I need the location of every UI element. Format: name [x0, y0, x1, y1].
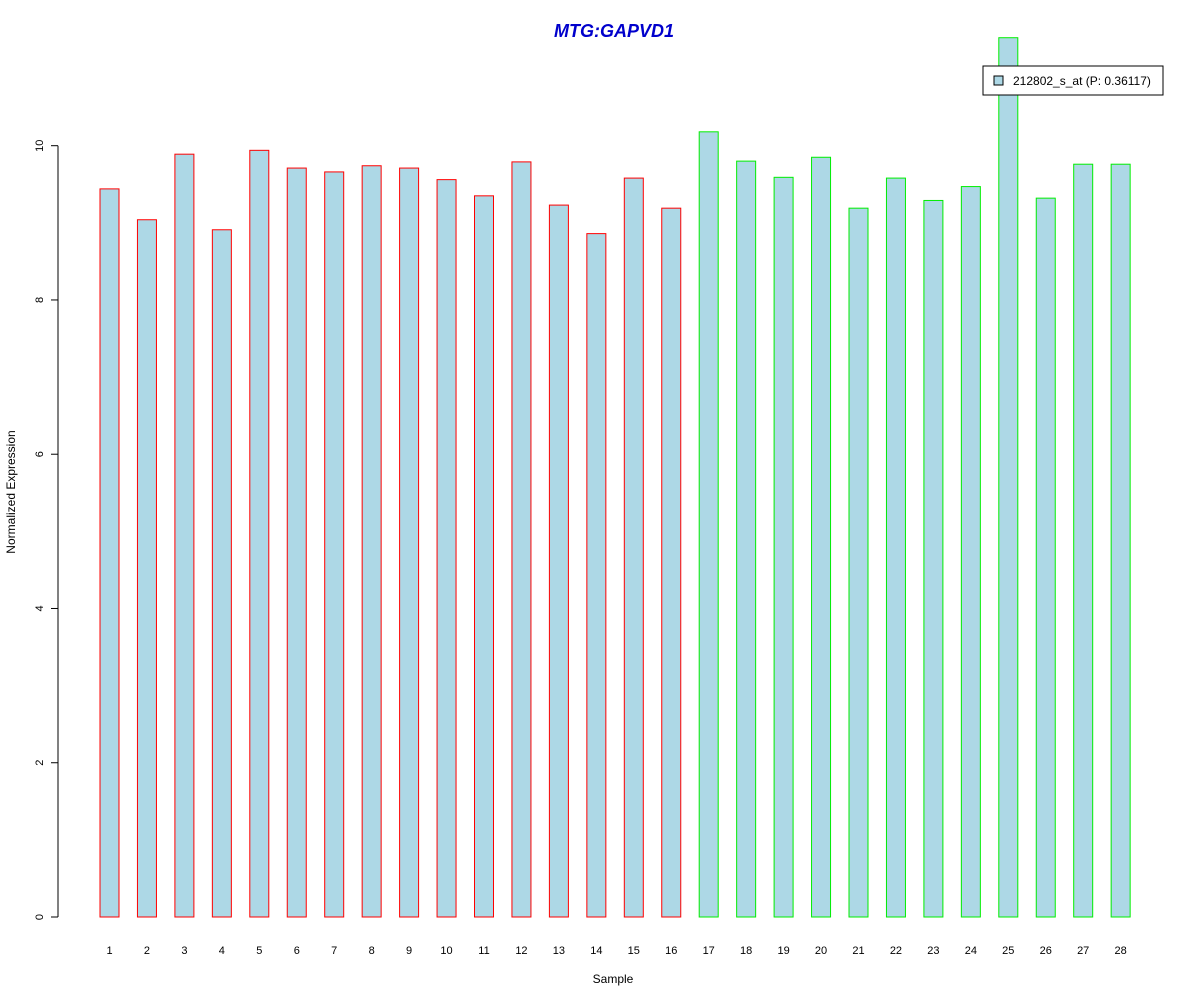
x-tick-label: 16	[665, 945, 677, 957]
x-axis-tick-labels: 1 2 3 4 5 6 7 8 9 10 11 12 13 14 15 16 17 18 19 20 21 22 23 24 2…	[106, 945, 1126, 957]
x-tick-label: 6	[294, 945, 300, 957]
y-tick-label: 4	[34, 605, 46, 611]
x-tick-label: 15	[628, 945, 640, 957]
x-tick-label: 22	[890, 945, 902, 957]
bar-sample-17	[698, 131, 719, 918]
y-tick-label: 6	[34, 451, 46, 457]
x-tick-label: 10	[440, 945, 452, 957]
bar-sample-15	[623, 177, 644, 918]
x-tick-label: 5	[256, 945, 262, 957]
x-tick-label: 12	[515, 945, 527, 957]
bar-sample-28	[1110, 163, 1131, 918]
bar-sample-23	[923, 199, 944, 918]
x-tick-label: 20	[815, 945, 827, 957]
x-tick-label: 18	[740, 945, 752, 957]
x-tick-label: 8	[369, 945, 375, 957]
bar-sample-21	[848, 207, 869, 918]
legend-entry-label: 212802_s_at (P: 0.36117)	[1013, 74, 1151, 88]
x-tick-label: 1	[106, 945, 112, 957]
bar-sample-20	[811, 156, 832, 918]
x-tick-label: 17	[703, 945, 715, 957]
x-axis-label: Sample	[593, 972, 634, 986]
x-tick-label: 19	[777, 945, 789, 957]
bar-sample-24	[960, 186, 981, 918]
bar-sample-11	[474, 195, 494, 918]
x-tick-label: 4	[219, 945, 225, 957]
legend: 212802_s_at (P: 0.36117)	[982, 65, 1164, 96]
bar-sample-14	[586, 233, 607, 918]
x-tick-label: 25	[1002, 945, 1014, 957]
bar-sample-8	[361, 165, 382, 918]
bar-sample-3	[174, 153, 195, 918]
legend-box	[982, 65, 1164, 96]
bar-sample-22	[885, 177, 906, 918]
x-tick-label: 27	[1077, 945, 1089, 957]
bar-sample-13	[548, 204, 569, 918]
bar-sample-5	[249, 149, 270, 918]
x-tick-label: 24	[965, 945, 977, 957]
x-tick-label: 28	[1115, 945, 1127, 957]
bar-sample-12	[511, 161, 532, 918]
x-tick-label: 26	[1040, 945, 1052, 957]
y-axis: 0 2 4 6 8 10	[34, 140, 59, 920]
y-axis-label: Normalized Expression	[4, 430, 18, 553]
bar-sample-4	[211, 229, 232, 918]
bar-sample-10	[436, 179, 457, 918]
bar-sample-16	[661, 207, 682, 918]
x-tick-label: 11	[478, 945, 489, 957]
x-tick-label: 13	[553, 945, 565, 957]
x-tick-label: 3	[181, 945, 187, 957]
y-tick-label: 2	[34, 760, 46, 766]
x-tick-label: 2	[144, 945, 150, 957]
bar-sample-2	[136, 219, 157, 918]
y-tick-label: 8	[34, 297, 46, 303]
bar-sample-1	[99, 188, 120, 918]
bar-sample-18	[736, 160, 757, 918]
x-tick-label: 23	[927, 945, 939, 957]
y-tick-label: 10	[34, 140, 46, 152]
x-tick-label: 14	[590, 945, 602, 957]
bars	[99, 37, 1131, 918]
bar-sample-7	[324, 171, 345, 918]
bar-sample-19	[773, 176, 794, 918]
bar-sample-6	[286, 167, 307, 918]
legend-swatch	[993, 75, 1004, 86]
x-tick-label: 7	[331, 945, 337, 957]
bar-sample-25	[998, 37, 1019, 918]
y-tick-label: 0	[34, 914, 46, 920]
bar-sample-27	[1073, 163, 1094, 918]
x-tick-label: 9	[406, 945, 412, 957]
x-tick-label: 21	[852, 945, 864, 957]
bar-sample-9	[399, 167, 420, 918]
bar-sample-26	[1035, 197, 1056, 918]
chart-title: MTG:GAPVD1	[554, 21, 674, 41]
